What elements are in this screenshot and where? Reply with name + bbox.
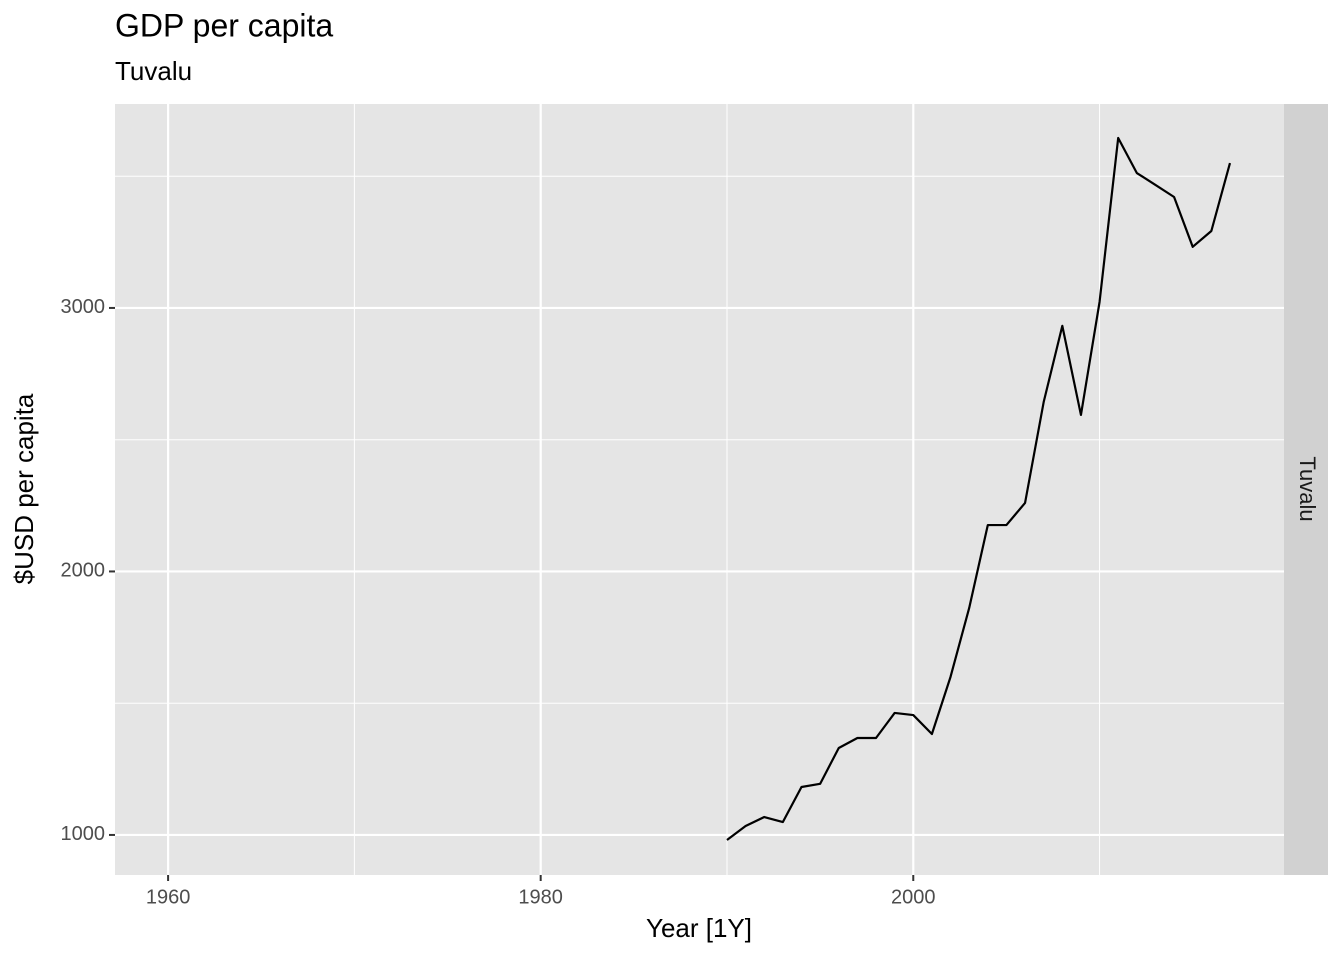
- chart-title: GDP per capita: [115, 7, 333, 43]
- y-tick-label: 2000: [61, 560, 106, 582]
- panel: [115, 104, 1284, 875]
- x-tick-label: 1960: [146, 886, 191, 908]
- facet-strip: [1284, 104, 1328, 875]
- data-line: [726, 136, 1232, 841]
- chart-subtitle: Tuvalu: [115, 56, 192, 86]
- y-tick-label: 1000: [61, 823, 106, 845]
- x-tick-label: 2000: [891, 886, 936, 908]
- x-axis-title: Year [1Y]: [646, 913, 752, 943]
- y-tick-label: 3000: [61, 296, 106, 318]
- y-axis-title: $USD per capita: [9, 393, 39, 584]
- facet-label: Tuvalu: [1295, 456, 1320, 521]
- x-tick-label: 1980: [518, 886, 563, 908]
